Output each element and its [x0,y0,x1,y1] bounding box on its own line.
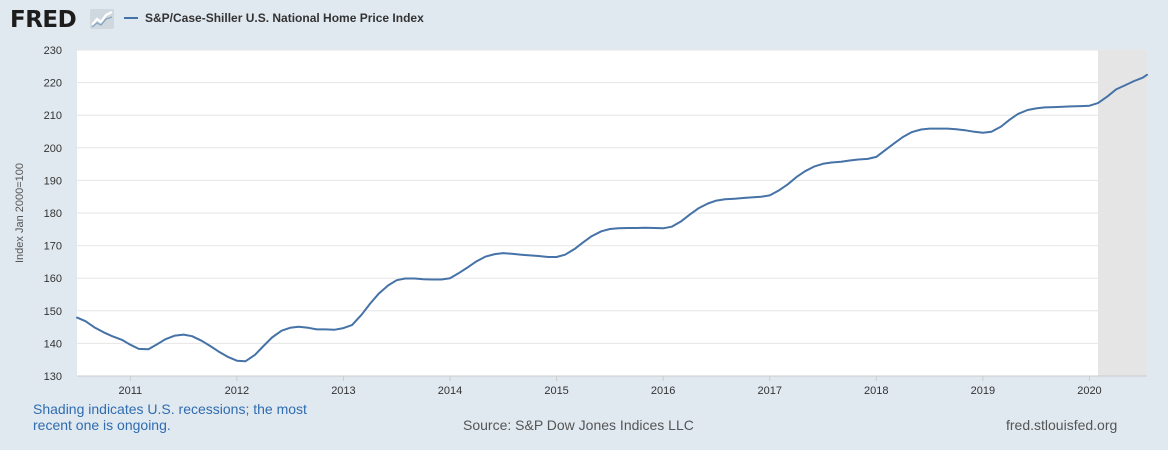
y-tick-label-130: 130 [44,371,62,383]
x-tick-label-2014: 2014 [438,385,462,397]
y-tick-label-150: 150 [44,306,62,318]
series-layer [76,73,1148,363]
source-note: Source: S&P Dow Jones Indices LLC [463,417,694,433]
chart-header: FRED S&P/Case-Shiller U.S. National Home… [0,0,1168,40]
y-tick-label-210: 210 [44,110,62,122]
recession-shading-note: Shading indicates U.S. recessions; the m… [33,401,307,433]
x-tick-label-2018: 2018 [864,385,888,397]
x-tick-label-2012: 2012 [225,385,249,397]
y-tick-label-170: 170 [44,241,62,253]
fred-url-link[interactable]: fred.stlouisfed.org [1006,417,1118,433]
legend-series-swatch [124,17,138,19]
chart-legend[interactable]: S&P/Case-Shiller U.S. National Home Pric… [124,11,424,25]
y-tick-label-200: 200 [44,143,62,155]
x-tick-label-2013: 2013 [331,385,355,397]
y-gridlines [77,49,1147,377]
fred-logo[interactable]: FRED [10,7,77,33]
x-axis-ticks: 2011 2012 2013 2014 2015 2016 2017 2018 2019 2020 [77,375,1147,397]
series-line-0 [76,73,1148,363]
y-axis-title: Index Jan 2000=100 [14,163,26,263]
y-tick-label-190: 190 [44,175,62,187]
x-tick-label-2020: 2020 [1077,385,1101,397]
fred-logo-graph-icon [90,9,114,29]
y-axis-ticks: 130 140 150 160 170 180 190 200 210 220 230 [44,45,62,383]
x-tick-label-2019: 2019 [971,385,995,397]
x-tick-label-2016: 2016 [651,385,675,397]
x-tick-label-2015: 2015 [544,385,568,397]
x-tick-label-2011: 2011 [118,385,142,397]
legend-series-label: S&P/Case-Shiller U.S. National Home Pric… [145,11,424,25]
x-tick-label-2017: 2017 [757,385,781,397]
y-tick-label-140: 140 [44,338,62,350]
y-tick-label-220: 220 [44,78,62,90]
y-tick-label-180: 180 [44,208,62,220]
y-tick-label-160: 160 [44,273,62,285]
y-tick-label-230: 230 [44,45,62,57]
